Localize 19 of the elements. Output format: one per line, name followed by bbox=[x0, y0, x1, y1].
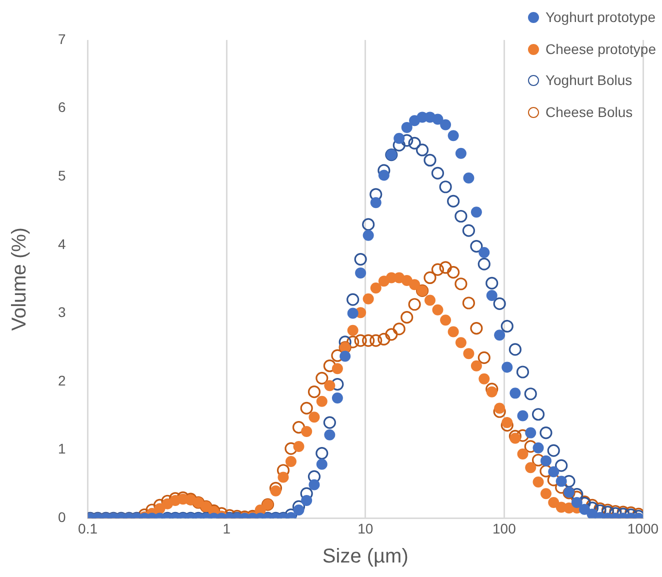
legend-label: Yoghurt Bolus bbox=[545, 71, 632, 90]
y-tick-label: 1 bbox=[58, 440, 66, 457]
legend-label: Cheese Bolus bbox=[545, 102, 633, 122]
legend-label: Yoghurt prototype bbox=[545, 8, 656, 27]
x-tick-label: 1 bbox=[222, 520, 231, 536]
x-tick-label: 1000 bbox=[627, 520, 659, 536]
x-axis-title: Size (µm) bbox=[322, 546, 408, 568]
y-axis-title: Volume (%) bbox=[8, 227, 31, 331]
y-tick-label: 0 bbox=[58, 509, 66, 526]
y-tick-label: 3 bbox=[58, 304, 66, 320]
x-tick-label: 100 bbox=[492, 520, 516, 536]
y-tick-label: 7 bbox=[58, 30, 66, 47]
x-tick-label: 0.1 bbox=[78, 520, 98, 536]
y-tick-label: 4 bbox=[58, 236, 66, 252]
y-tick-label: 5 bbox=[58, 167, 66, 184]
legend-label: Cheese prototype bbox=[545, 40, 656, 59]
y-tick-label: 2 bbox=[58, 372, 66, 388]
x-tick-label: 10 bbox=[358, 520, 374, 536]
y-tick-label: 6 bbox=[58, 99, 66, 116]
